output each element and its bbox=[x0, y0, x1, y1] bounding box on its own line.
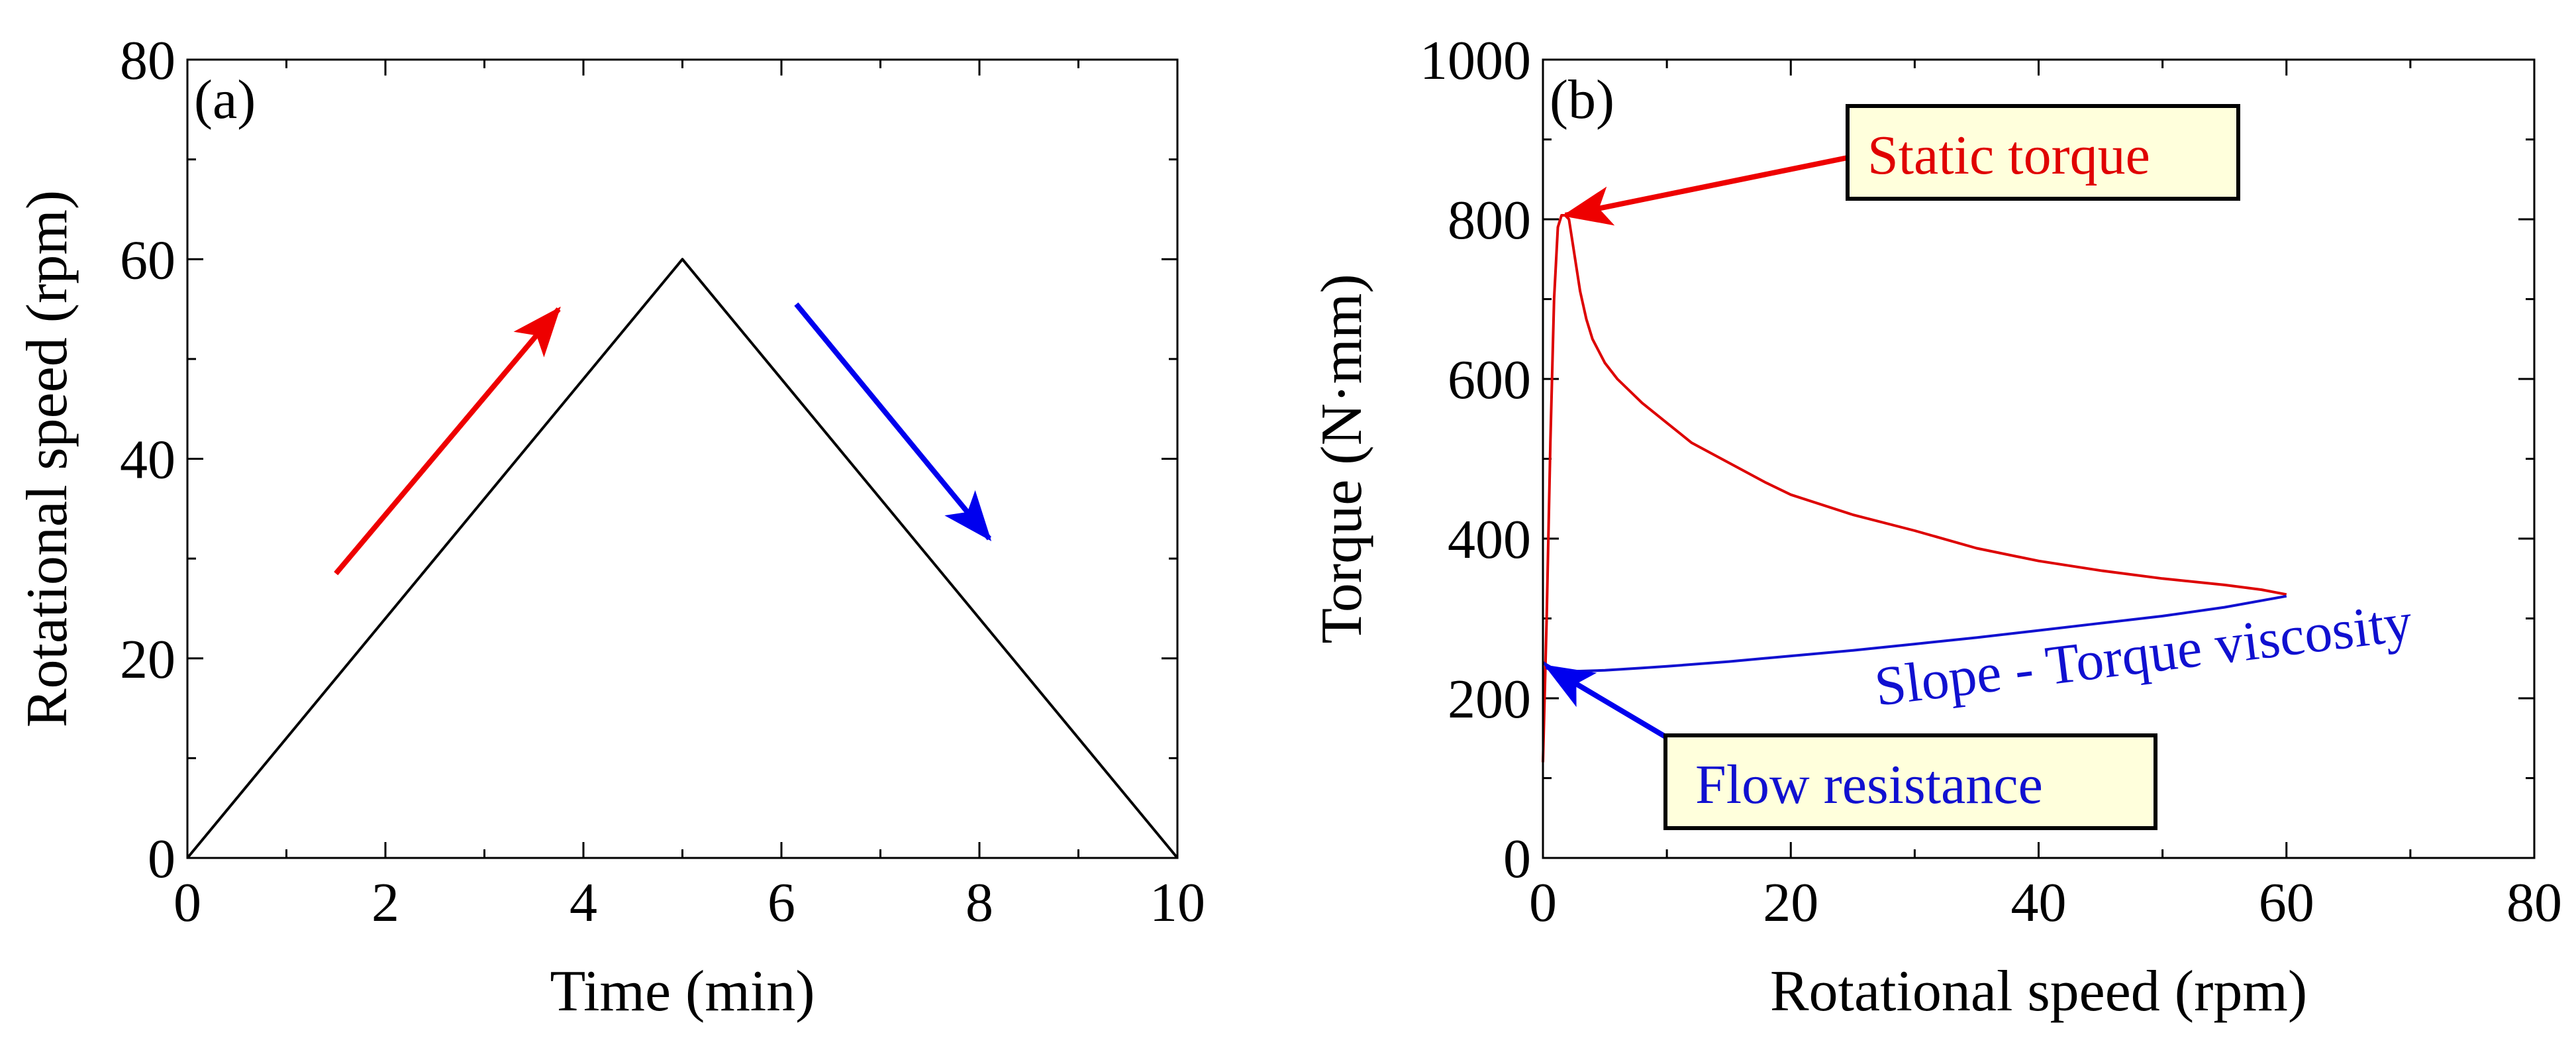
a-y-tick-label: 0 bbox=[148, 828, 175, 890]
ramp-up-arrow bbox=[334, 306, 561, 576]
panel-a-series bbox=[186, 258, 1179, 859]
flow-resistance-arrow bbox=[1544, 664, 1667, 739]
b-y-tick-label: 400 bbox=[1448, 509, 1531, 570]
b-y-tick-label: 600 bbox=[1448, 349, 1531, 411]
static-torque-label: Static torque bbox=[1867, 125, 2150, 186]
a-x-tick-label: 6 bbox=[768, 872, 795, 933]
b-x-tick-label: 0 bbox=[1529, 872, 1557, 933]
b-series-line-0 bbox=[1542, 214, 2287, 763]
b-x-tick-label: 20 bbox=[1763, 872, 1818, 933]
panel-a-plot-frame bbox=[186, 58, 1179, 859]
a-x-tick-label: 0 bbox=[173, 872, 201, 933]
a-y-tick-label: 40 bbox=[120, 429, 175, 491]
b-x-tick-label: 60 bbox=[2259, 872, 2314, 933]
b-x-tick-label: 40 bbox=[2011, 872, 2067, 933]
b-y-tick-label: 800 bbox=[1448, 189, 1531, 251]
b-y-tick-label: 200 bbox=[1448, 668, 1531, 730]
panel-a-y-axis-title: Rotational speed (rpm) bbox=[15, 190, 79, 727]
ramp-down-arrow bbox=[794, 302, 992, 541]
panel-a-arrows bbox=[334, 302, 992, 576]
panel-b-y-axis-title: Torque (N·mm) bbox=[1310, 274, 1374, 643]
static-torque-box bbox=[1846, 104, 2240, 201]
flow-resistance-box bbox=[1663, 733, 2157, 830]
panel-b-x-axis-title: Rotational speed (rpm) bbox=[1770, 959, 2307, 1024]
flow-resistance-label: Flow resistance bbox=[1695, 754, 2043, 816]
panel-b-annotations: Static torque Flow resistance Slope - To… bbox=[1544, 104, 2415, 830]
b-y-tick-label: 0 bbox=[1503, 828, 1531, 890]
static-torque-arrow bbox=[1561, 155, 1848, 226]
a-x-tick-label: 4 bbox=[570, 872, 597, 933]
b-x-tick-label: 80 bbox=[2506, 872, 2562, 933]
panel-a: 0 2 4 6 8 10 0 20 40 60 80 (a) Time (min) Rotation… bbox=[15, 30, 1205, 1024]
panel-a-label: (a) bbox=[194, 69, 256, 131]
slope-torque-viscosity-label: Slope - Torque viscosity bbox=[1871, 591, 2415, 718]
a-y-tick-label: 20 bbox=[120, 629, 175, 690]
panel-a-x-axis-title: Time (min) bbox=[550, 959, 815, 1024]
a-x-tick-label: 8 bbox=[966, 872, 993, 933]
a-series-line-0 bbox=[186, 258, 1179, 859]
b-y-tick-label: 1000 bbox=[1420, 30, 1531, 91]
panel-b-plot-frame bbox=[1542, 58, 2536, 859]
panel-a-tick-labels: 0 2 4 6 8 10 0 20 40 60 80 bbox=[120, 30, 1205, 933]
a-x-tick-label: 10 bbox=[1150, 872, 1205, 933]
panel-a-ticks bbox=[186, 58, 1179, 859]
panel-b-label: (b) bbox=[1550, 69, 1614, 131]
a-x-tick-label: 2 bbox=[372, 872, 399, 933]
a-y-tick-label: 80 bbox=[120, 30, 175, 91]
a-y-tick-label: 60 bbox=[120, 229, 175, 291]
